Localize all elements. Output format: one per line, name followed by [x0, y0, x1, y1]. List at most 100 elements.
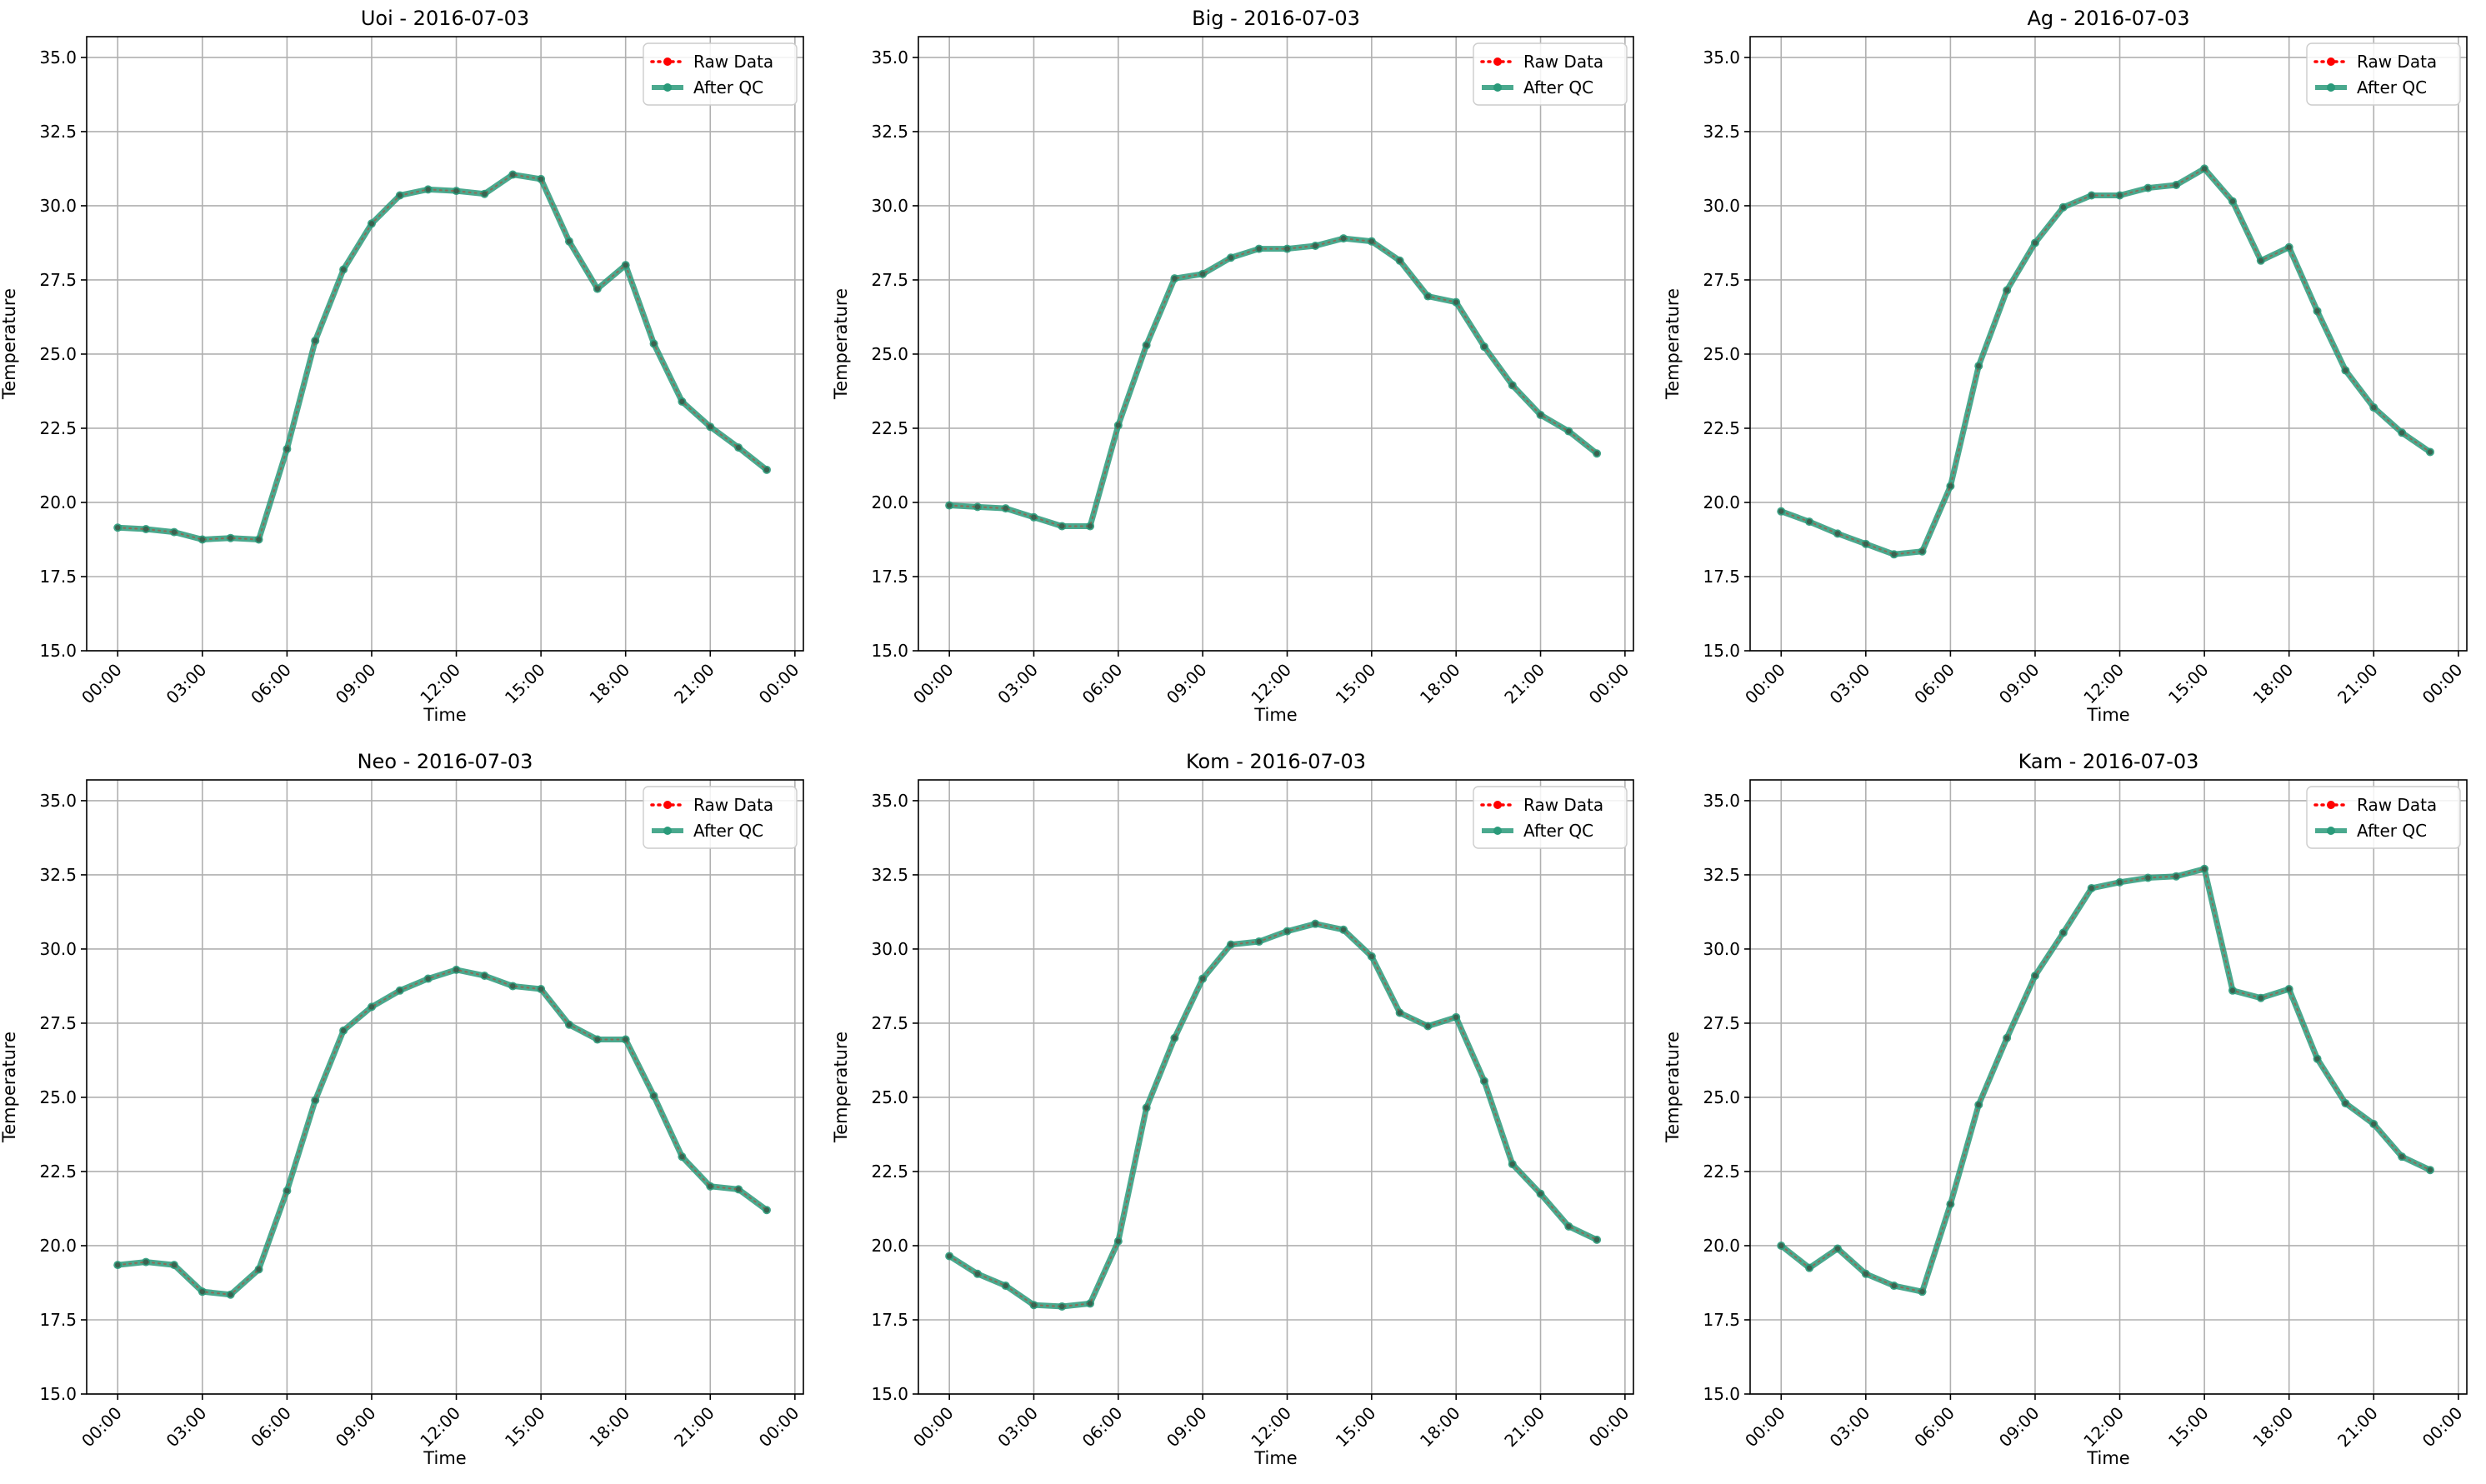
data-point-raw-data	[1199, 271, 1206, 277]
y-tick-label: 22.5	[1703, 1162, 1740, 1182]
x-tick-label: 12:00	[416, 1403, 464, 1452]
y-tick-label: 25.0	[39, 344, 77, 364]
y-tick-label: 25.0	[1703, 344, 1740, 364]
series-line-after-qc	[946, 921, 1600, 1310]
data-point-raw-data	[1538, 1191, 1543, 1197]
data-point-raw-data	[2229, 198, 2236, 204]
data-point-raw-data	[1003, 1282, 1008, 1289]
data-point-raw-data	[1340, 235, 1347, 242]
series-line-raw-data	[1780, 867, 2431, 1293]
y-tick-label: 35.0	[871, 791, 908, 811]
x-tick-label: 15:00	[2164, 660, 2213, 708]
data-point-raw-data	[2173, 873, 2179, 879]
x-tick-label: 15:00	[1332, 660, 1380, 708]
data-point-raw-data	[763, 467, 770, 473]
data-point-raw-data	[1115, 422, 1122, 428]
x-tick-label: 09:00	[1163, 1403, 1211, 1452]
legend-marker-after-qc	[663, 83, 672, 92]
x-tick-label: 18:00	[1416, 1403, 1464, 1452]
x-tick-label: 12:00	[2079, 1403, 2128, 1452]
data-point-raw-data	[946, 1253, 953, 1259]
x-tick-label: 03:00	[163, 660, 211, 708]
legend-label-after-qc: After QC	[693, 77, 763, 97]
x-tick-label: 15:00	[2164, 1403, 2213, 1452]
x-tick-label: 18:00	[2248, 1403, 2297, 1452]
x-tick-label: 03:00	[993, 660, 1042, 708]
x-tick-label: 06:00	[247, 1403, 295, 1452]
data-point-raw-data	[1143, 342, 1149, 348]
data-point-raw-data	[1593, 451, 1600, 457]
chart-panel-5: Kom - 2016-07-03 15.0 17.5 20.0 22.5 25.0 27.5…	[831, 750, 1634, 1468]
plot-frame	[918, 36, 1634, 652]
data-point-raw-data	[1284, 928, 1290, 934]
chart-title: Kam - 2016-07-03	[2018, 750, 2199, 773]
y-tick-label: 22.5	[871, 418, 908, 438]
x-tick-label: 21:00	[670, 1403, 718, 1452]
data-point-raw-data	[115, 1262, 121, 1268]
y-tick-label: 35.0	[1703, 47, 1740, 67]
data-point-raw-data	[2371, 404, 2377, 411]
data-point-raw-data	[1425, 293, 1431, 299]
chart-title: Uoi - 2016-07-03	[361, 7, 529, 30]
legend-label-raw-data: Raw Data	[693, 52, 773, 72]
data-point-raw-data	[199, 537, 206, 542]
x-tick-label: 00:00	[1585, 1403, 1633, 1452]
data-point-raw-data	[1778, 508, 1784, 514]
chart-panel-6: Kam - 2016-07-03 15.0 17.5 20.0 22.5 25.0 27.5…	[1663, 750, 2468, 1468]
y-tick-label: 15.0	[39, 641, 77, 661]
data-point-raw-data	[1976, 1102, 1982, 1108]
x-tick-label: 18:00	[585, 1403, 633, 1452]
data-point-raw-data	[2060, 930, 2067, 936]
data-point-raw-data	[1115, 1238, 1122, 1244]
chart-title: Kom - 2016-07-03	[1186, 750, 1366, 773]
data-point-raw-data	[763, 1207, 770, 1213]
legend: Raw Data After QC	[1473, 786, 1628, 849]
x-axis-label: Time	[1253, 1448, 1297, 1468]
legend-label-raw-data: Raw Data	[2357, 795, 2437, 815]
legend-label-after-qc: After QC	[2357, 77, 2427, 97]
data-point-raw-data	[1172, 275, 1178, 282]
plot-frame	[86, 779, 804, 1395]
data-point-raw-data	[1509, 1161, 1515, 1167]
series-line-raw-data	[117, 968, 768, 1296]
series-line-after-qc	[114, 172, 770, 542]
data-point-raw-data	[2201, 166, 2208, 172]
data-point-raw-data	[594, 1037, 601, 1042]
y-tick-label: 15.0	[39, 1384, 77, 1404]
x-tick-label: 03:00	[163, 1403, 211, 1452]
y-axis-label: Temperature	[831, 288, 851, 400]
y-tick-label: 27.5	[1703, 1013, 1740, 1033]
data-point-raw-data	[1566, 1223, 1572, 1230]
y-tick-label: 35.0	[1703, 791, 1740, 811]
data-point-raw-data	[256, 1267, 262, 1272]
series-line-raw-data	[117, 173, 768, 541]
y-tick-label: 22.5	[1703, 418, 1740, 438]
data-point-raw-data	[679, 1153, 685, 1160]
data-point-raw-data	[2398, 1153, 2405, 1160]
y-tick-label: 17.5	[871, 1310, 908, 1330]
x-tick-label: 09:00	[332, 1403, 380, 1452]
data-point-raw-data	[368, 1004, 375, 1010]
x-tick-label: 06:00	[1078, 660, 1127, 708]
plot-frame	[1749, 36, 2468, 652]
data-point-raw-data	[313, 1097, 318, 1103]
data-point-raw-data	[594, 286, 601, 292]
legend: Raw Data After QC	[643, 786, 798, 849]
data-point-raw-data	[2003, 1035, 2010, 1041]
legend-label-raw-data: Raw Data	[1523, 52, 1603, 72]
data-point-raw-data	[1425, 1023, 1431, 1029]
x-tick-label: 03:00	[993, 1403, 1042, 1452]
x-tick-label: 09:00	[1995, 660, 2043, 708]
data-point-raw-data	[1031, 1302, 1037, 1308]
data-point-raw-data	[2003, 287, 2010, 293]
y-tick-label: 35.0	[39, 47, 77, 67]
data-point-raw-data	[1397, 257, 1403, 264]
y-tick-label: 25.0	[39, 1087, 77, 1107]
y-tick-label: 20.0	[1703, 1236, 1740, 1256]
data-point-raw-data	[482, 191, 488, 197]
data-point-raw-data	[143, 1259, 149, 1265]
data-point-raw-data	[2032, 240, 2038, 246]
series-line-after-qc	[1778, 866, 2433, 1295]
data-point-raw-data	[2343, 367, 2348, 373]
data-point-raw-data	[2088, 885, 2094, 892]
